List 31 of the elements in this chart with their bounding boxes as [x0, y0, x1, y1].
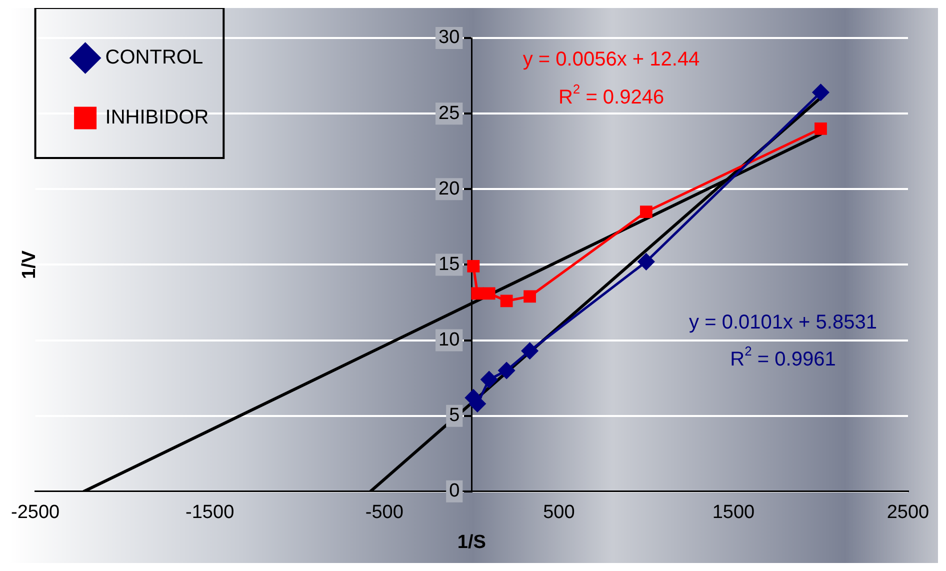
point [467, 260, 480, 272]
legend-label: INHIBIDOR [105, 106, 209, 129]
x-tick-label: 2500 [886, 502, 930, 524]
y-tick-label: 10 [438, 330, 460, 350]
legend-label: CONTROL [105, 46, 204, 69]
x-tick-label: -500 [365, 502, 404, 524]
y-tick-label: 15 [438, 254, 460, 275]
annotation: y = 0.0101x + 5.8531 [689, 312, 877, 334]
point [480, 371, 498, 388]
y-tick-label: 25 [438, 102, 460, 124]
annotation: y = 0.0056x + 12.44 [522, 48, 700, 71]
x-tick-label: 500 [543, 502, 575, 524]
point [814, 122, 827, 135]
point [471, 287, 484, 300]
y-tick-label: 0 [449, 480, 460, 502]
point [812, 84, 829, 101]
point [640, 206, 652, 218]
y-tick-label: 20 [438, 178, 460, 200]
point [638, 253, 654, 270]
y-tick-label: 30 [438, 27, 460, 48]
y-axis-title: 1/V [19, 250, 40, 279]
point [522, 342, 538, 360]
y-tick-label: 5 [449, 405, 460, 426]
point [500, 294, 513, 308]
x-tick-label: -2500 [10, 502, 60, 524]
point [482, 287, 496, 300]
point [524, 290, 536, 303]
x-axis-title: 1/S [457, 532, 486, 553]
x-tick-label: 1500 [712, 502, 755, 524]
point [498, 362, 515, 379]
x-tick-label: -1500 [186, 502, 234, 524]
